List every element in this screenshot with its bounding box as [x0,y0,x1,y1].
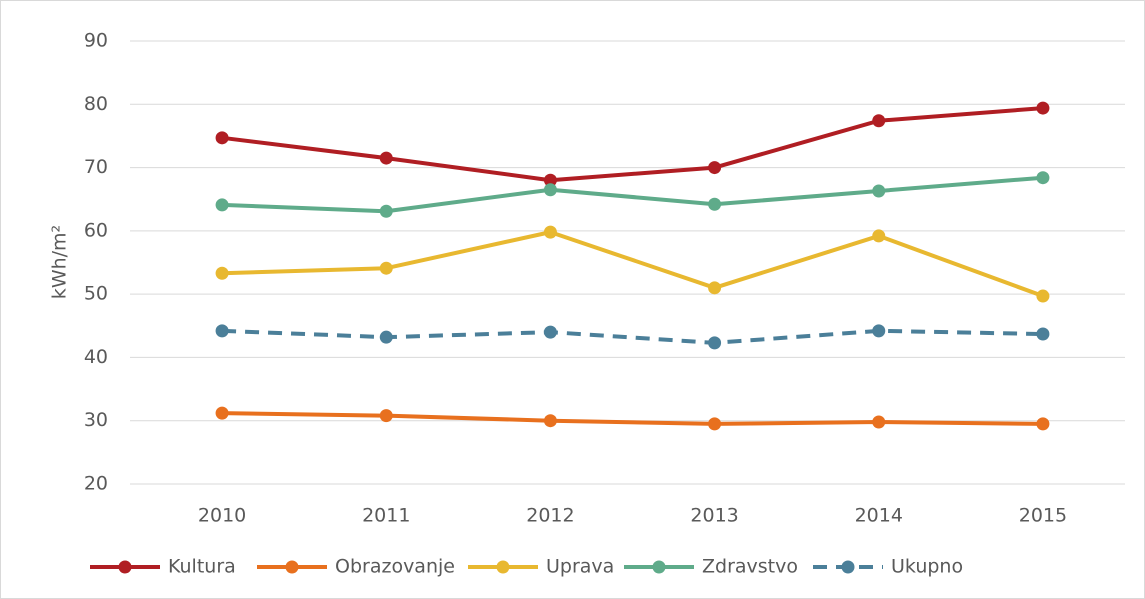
y-tick-label: 30 [84,409,108,431]
data-point [708,161,722,175]
y-tick-label: 20 [84,473,108,495]
data-point [872,324,886,338]
legend-label: Ukupno [891,556,963,578]
x-tick-label: 2011 [362,505,410,527]
data-point [872,415,886,429]
x-tick-label: 2010 [198,505,246,527]
series-line [222,411,1043,426]
data-point [379,151,393,165]
y-tick-label: 90 [84,30,108,52]
y-tick-label: 50 [84,283,108,305]
legend-marker [496,560,510,574]
legend-label: Obrazovanje [335,556,455,578]
y-axis-label: kWh/m² [49,225,71,299]
series-line [222,230,1044,298]
legend-label: Kultura [168,556,236,578]
data-point [872,114,886,128]
data-point [215,324,229,338]
data-point [708,281,722,295]
data-point [543,414,557,428]
y-tick-label: 70 [84,156,108,178]
x-tick-label: 2012 [526,505,574,527]
data-point [379,330,393,344]
legend-label: Zdravstvo [702,556,798,578]
legend-marker [118,560,132,574]
data-point [708,417,722,431]
data-point [1036,327,1050,341]
legend-marker [285,560,299,574]
legend-marker [652,560,666,574]
data-point [543,173,557,187]
data-point [708,197,722,211]
y-tick-label: 60 [84,219,108,241]
data-point [379,261,393,275]
x-tick-label: 2015 [1019,505,1067,527]
data-point [543,325,557,339]
data-point [215,131,229,145]
data-point [543,225,557,239]
data-point [872,229,886,243]
data-point [872,184,886,198]
data-point [1036,289,1050,303]
series-line [222,175,1044,214]
data-point [379,204,393,218]
y-tick-label: 80 [84,93,108,115]
data-point [379,409,393,423]
y-tick-label: 40 [84,346,108,368]
legend-marker [841,560,855,574]
x-tick-label: 2013 [690,505,738,527]
data-point [1036,417,1050,431]
data-point [708,336,722,350]
data-point [215,198,229,212]
series-line [221,106,1044,183]
data-point [1036,171,1050,185]
x-tick-label: 2014 [855,505,903,527]
data-point [1036,101,1050,115]
legend-label: Uprava [546,556,614,578]
data-point [215,266,229,280]
data-point [215,406,229,420]
data-point [543,183,557,197]
